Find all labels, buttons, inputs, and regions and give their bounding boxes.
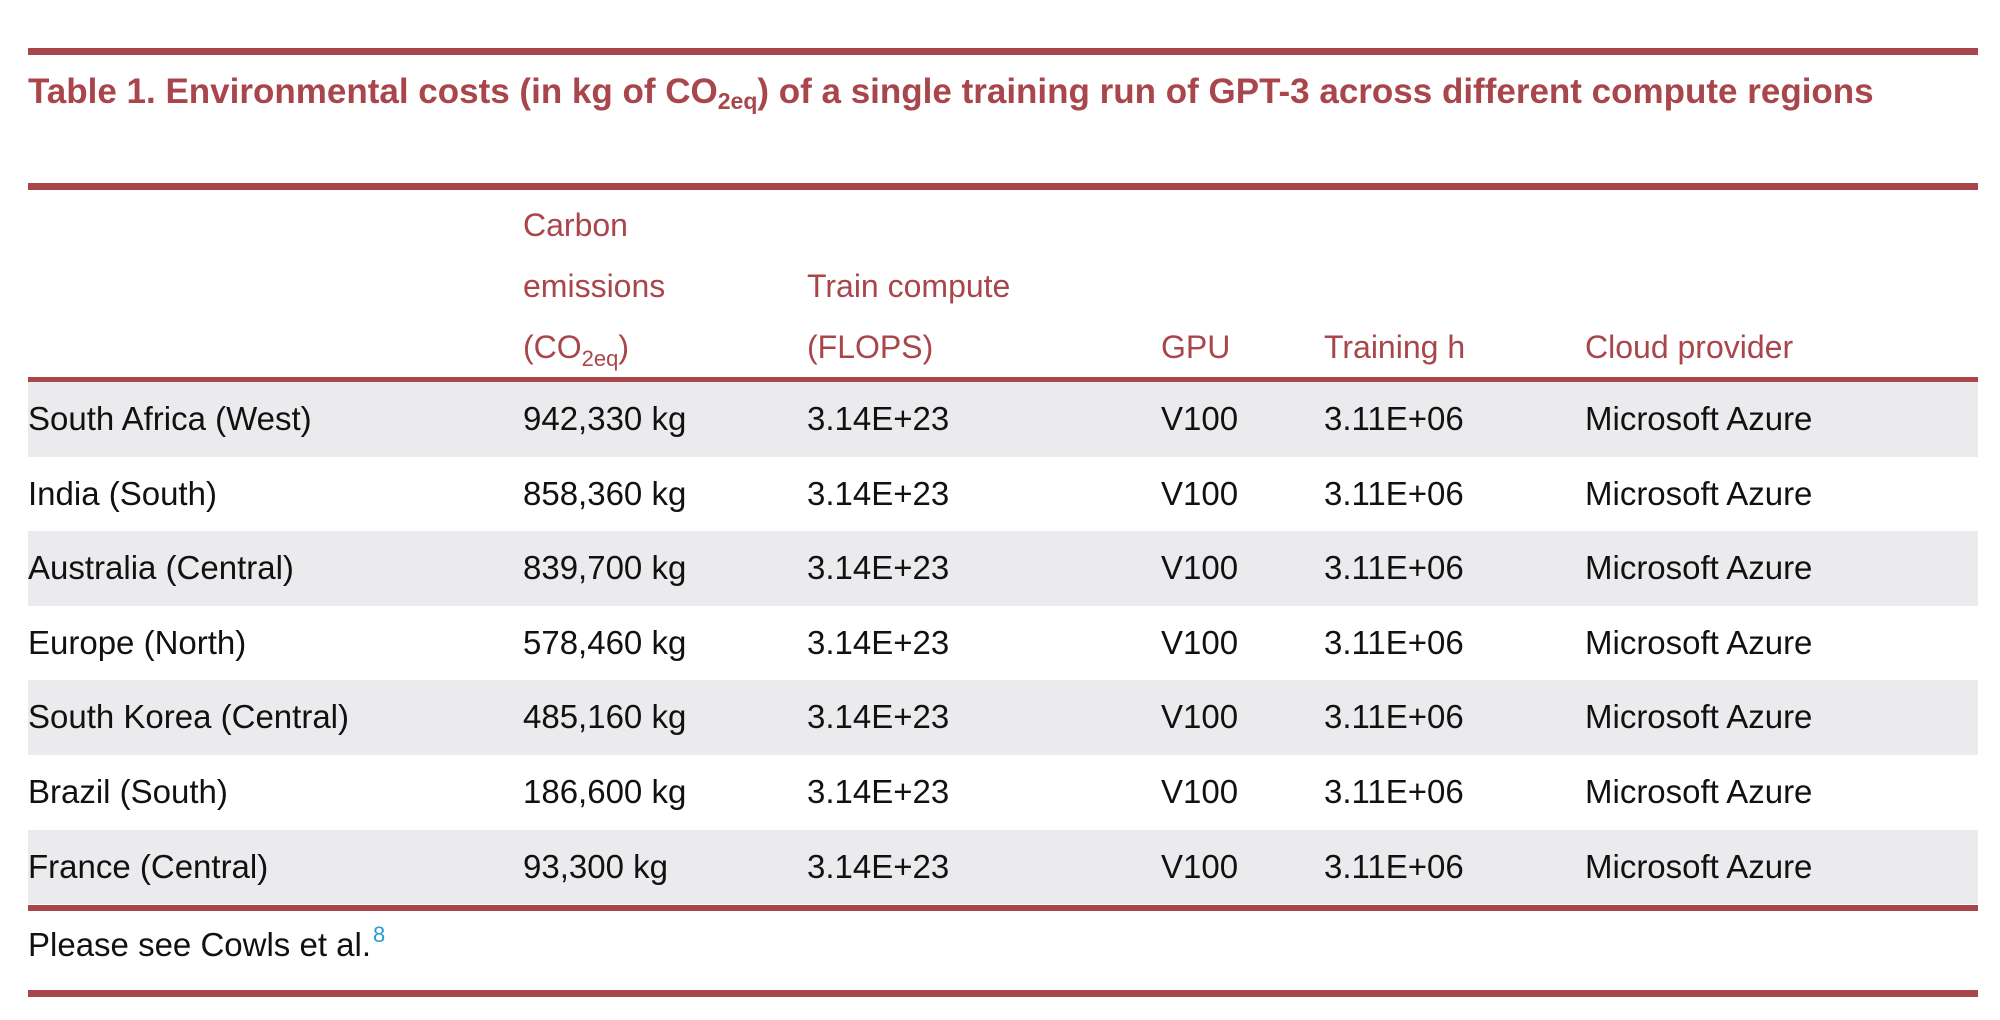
body-bottom-rule <box>28 905 1978 911</box>
header-text: (CO2eq) <box>523 317 665 378</box>
header-text: (FLOPS) <box>807 329 934 365</box>
table-row: Europe (North) 578,460 kg 3.14E+23 V100 … <box>28 606 1978 681</box>
cell-hours: 3.11E+06 <box>1324 772 1464 810</box>
header-carbon-emissions: Carbon emissions (CO2eq) <box>523 195 665 378</box>
header-rule <box>28 377 1978 382</box>
table-top-rule <box>28 48 1978 55</box>
table-caption: Table 1. Environmental costs (in kg of C… <box>28 62 1978 122</box>
cell-hours: 3.11E+06 <box>1324 549 1464 587</box>
cell-emissions: 839,700 kg <box>523 549 687 587</box>
citation-link[interactable]: 8 <box>373 922 386 947</box>
cell-gpu: V100 <box>1161 772 1239 810</box>
header-text: ) <box>618 329 630 365</box>
header-text: (CO <box>523 329 582 365</box>
cell-compute: 3.14E+23 <box>807 847 950 885</box>
cell-region: India (South) <box>28 474 217 512</box>
cell-provider: Microsoft Azure <box>1585 623 1813 661</box>
cell-gpu: V100 <box>1161 549 1239 587</box>
caption-text-suffix: ) of a single training run of GPT-3 acro… <box>757 72 1874 111</box>
cell-region: South Africa (West) <box>28 400 312 437</box>
caption-text: Table 1. Environmental costs (in kg of C… <box>28 72 718 111</box>
table-row: Australia (Central) 839,700 kg 3.14E+23 … <box>28 531 1978 606</box>
cell-emissions: 485,160 kg <box>523 698 687 736</box>
cell-hours: 3.11E+06 <box>1324 698 1464 736</box>
cell-gpu: V100 <box>1161 847 1239 885</box>
cell-hours: 3.11E+06 <box>1324 400 1464 437</box>
cell-gpu: V100 <box>1161 698 1239 736</box>
cell-region: Brazil (South) <box>28 772 228 810</box>
cell-provider: Microsoft Azure <box>1585 847 1813 885</box>
header-train-compute: Train compute (FLOPS) <box>807 256 1010 378</box>
cell-region: Australia (Central) <box>28 549 294 587</box>
table-row: Brazil (South) 186,600 kg 3.14E+23 V100 … <box>28 755 1978 830</box>
cell-region: Europe (North) <box>28 623 247 661</box>
cell-provider: Microsoft Azure <box>1585 772 1813 810</box>
cell-emissions: 942,330 kg <box>523 400 687 437</box>
table-body: South Africa (West) 942,330 kg 3.14E+23 … <box>28 382 1978 905</box>
cell-emissions: 93,300 kg <box>523 847 668 885</box>
cell-provider: Microsoft Azure <box>1585 549 1813 587</box>
cell-hours: 3.11E+06 <box>1324 623 1464 661</box>
header-text: emissions <box>523 268 666 304</box>
header-cloud-provider: Cloud provider <box>1585 329 1794 365</box>
cell-gpu: V100 <box>1161 623 1239 661</box>
cell-compute: 3.14E+23 <box>807 400 950 437</box>
cell-compute: 3.14E+23 <box>807 623 950 661</box>
table-row: South Africa (West) 942,330 kg 3.14E+23 … <box>28 382 1978 457</box>
cell-compute: 3.14E+23 <box>807 698 950 736</box>
cell-emissions: 578,460 kg <box>523 623 687 661</box>
header-training-h: Training h <box>1324 329 1466 365</box>
cell-emissions: 858,360 kg <box>523 474 687 512</box>
cell-gpu: V100 <box>1161 474 1239 512</box>
cell-gpu: V100 <box>1161 400 1239 437</box>
table-row: India (South) 858,360 kg 3.14E+23 V100 3… <box>28 457 1978 532</box>
cell-compute: 3.14E+23 <box>807 474 950 512</box>
caption-subscript: 2eq <box>717 88 758 114</box>
cell-provider: Microsoft Azure <box>1585 400 1813 437</box>
table-row: South Korea (Central) 485,160 kg 3.14E+2… <box>28 680 1978 755</box>
cell-emissions: 186,600 kg <box>523 772 687 810</box>
cell-region: France (Central) <box>28 847 269 885</box>
cell-region: South Korea (Central) <box>28 698 349 736</box>
table-row: France (Central) 93,300 kg 3.14E+23 V100… <box>28 829 1978 905</box>
cell-provider: Microsoft Azure <box>1585 698 1813 736</box>
table-footnote: Please see Cowls et al.8 <box>28 915 385 975</box>
cell-provider: Microsoft Azure <box>1585 474 1813 512</box>
header-text: Train compute <box>807 268 1011 304</box>
header-text: Carbon <box>523 207 628 243</box>
cell-compute: 3.14E+23 <box>807 772 950 810</box>
cell-compute: 3.14E+23 <box>807 549 950 587</box>
header-subscript: 2eq <box>581 346 619 371</box>
header-gpu: GPU <box>1161 329 1231 365</box>
cell-hours: 3.11E+06 <box>1324 847 1464 885</box>
table-bottom-rule <box>28 990 1978 997</box>
footnote-text: Please see Cowls et al. <box>28 926 372 963</box>
cell-hours: 3.11E+06 <box>1324 474 1464 512</box>
caption-rule <box>28 183 1978 190</box>
